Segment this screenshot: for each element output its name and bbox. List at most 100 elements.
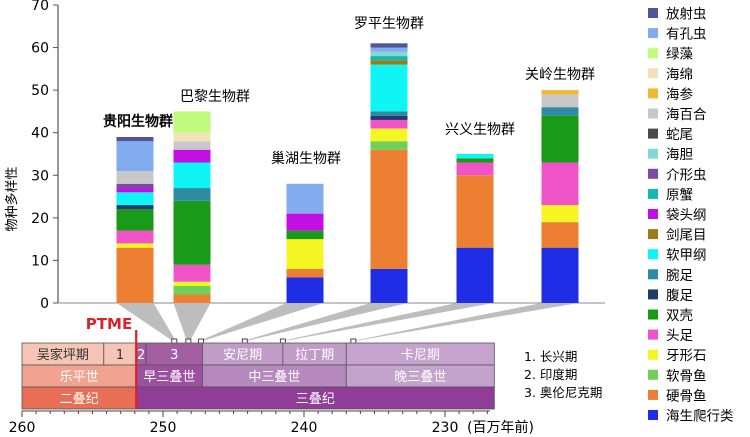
legend-swatch [648, 108, 658, 119]
bar-segment [456, 247, 494, 303]
y-tick-label: 30 [31, 168, 49, 184]
bar-segment [370, 51, 408, 57]
legend-swatch [648, 229, 658, 240]
bar-segment [370, 141, 408, 150]
x-axis: 260 250 240 230 (百万年前) [9, 410, 534, 436]
bar-segment [370, 47, 408, 52]
stage-label: 拉丁期 [295, 348, 334, 363]
legend-label: 剑尾目 [666, 228, 707, 244]
bar-segment [370, 149, 408, 269]
stage-notes: 1. 长兴期 2. 印度期 3. 奥伦尼克期 [524, 349, 602, 400]
legend-swatch [648, 68, 658, 79]
legend-label: 原蟹 [666, 187, 693, 203]
bar-segment [173, 132, 211, 142]
legend-swatch [648, 148, 658, 159]
y-tick-label: 40 [31, 126, 49, 142]
biota-label: 罗平生物群 [354, 16, 424, 32]
legend-label: 腹足 [666, 287, 694, 304]
bar-segment [541, 205, 579, 223]
biota-label: 关岭生物群 [525, 67, 595, 83]
legend-label: 软骨鱼 [666, 367, 707, 384]
bar-segment [286, 239, 324, 269]
legend-label: 腕足 [666, 268, 694, 284]
bar-segment [370, 115, 408, 120]
age-connectors [116, 303, 579, 345]
legend-label: 软甲纲 [666, 248, 707, 264]
bar-segment [541, 162, 579, 206]
bar-segment [370, 128, 408, 142]
y-axis-title: 物种多样性 [4, 166, 20, 231]
legend-swatch [648, 269, 658, 280]
bar-segment [456, 175, 494, 248]
bar-segment [286, 268, 324, 278]
bar-segment [370, 43, 408, 48]
bar-segment [173, 264, 211, 282]
bar-segment [286, 277, 324, 303]
x-tick-label: 230 [432, 420, 459, 436]
legend-swatch [648, 289, 658, 300]
biota-label: 巢湖生物群 [271, 151, 341, 167]
biota-label: 兴义生物群 [445, 122, 515, 138]
bar-segment [173, 141, 211, 150]
y-tick-label: 70 [31, 0, 49, 14]
stage-label: 安尼期 [223, 348, 262, 363]
legend-swatch [648, 88, 658, 99]
epoch-label: 早三叠世 [143, 370, 195, 385]
legend-swatch [648, 28, 658, 39]
bar-segment [541, 222, 579, 248]
bar-segment [116, 230, 154, 244]
legend-label: 海参 [666, 86, 694, 103]
legend-swatch [648, 188, 658, 199]
bar-segment [116, 141, 154, 172]
epoch-label: 晚三叠世 [394, 370, 446, 385]
stage-label: 1 [116, 348, 124, 363]
legend-swatch [648, 128, 658, 139]
y-tick-label: 50 [31, 83, 49, 99]
stage-note: 2. 印度期 [524, 367, 577, 382]
bar-segment [456, 162, 494, 176]
bar-segment [541, 115, 579, 163]
legend-label: 双壳 [666, 308, 693, 324]
bar-segment [173, 294, 211, 303]
stage-label: 卡尼期 [401, 348, 440, 363]
legend-label: 袋头纲 [666, 208, 707, 224]
age-connector [173, 303, 211, 341]
legend-label: 海百合 [666, 107, 707, 123]
legend-swatch [648, 8, 658, 18]
age-connector [199, 303, 324, 341]
legend-label: 海绵 [666, 67, 693, 83]
bar-segment [116, 243, 154, 248]
bar-segment [173, 188, 211, 201]
bar-segment [456, 154, 494, 159]
stage-label: 3 [170, 348, 178, 363]
ptme-label: PTME [86, 315, 132, 333]
bar-segment [370, 60, 408, 65]
period-label: 二叠纪 [60, 392, 99, 407]
bar-segment [116, 188, 154, 193]
bar-segment [370, 56, 408, 61]
bar-segment [116, 183, 154, 189]
legend-swatch [648, 389, 658, 400]
legend-swatch [648, 249, 658, 260]
y-tick-label: 60 [31, 41, 49, 57]
x-tick-label: 240 [291, 420, 318, 436]
legend-label: 头足 [666, 328, 694, 344]
bar-segment [116, 192, 154, 206]
y-axis: 0 10 20 30 40 50 60 70 物种多样性 [4, 0, 605, 312]
stacked-bars [116, 43, 579, 303]
legend-swatch [648, 209, 658, 219]
x-axis-unit: (百万年前) [467, 419, 534, 436]
stage-note: 1. 长兴期 [524, 349, 577, 364]
legend-swatch [648, 48, 658, 59]
legend-label: 放射虫 [666, 7, 707, 23]
legend-label: 硬骨鱼 [666, 387, 707, 404]
biota-label: 贵阳生物群 [103, 113, 173, 130]
age-connector [351, 303, 579, 341]
bar-segment [286, 230, 324, 240]
bar-segment [173, 111, 211, 133]
bar-segment [173, 285, 211, 295]
age-connector [281, 303, 494, 341]
